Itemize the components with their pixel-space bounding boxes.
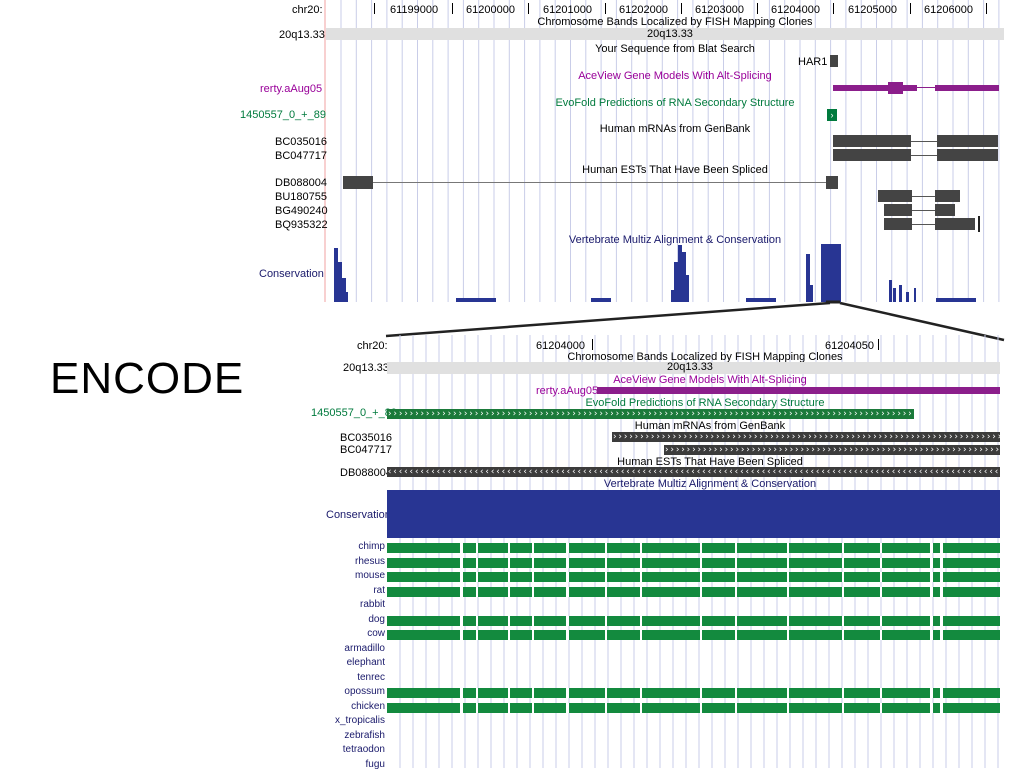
- species-alignment-bar: [387, 686, 1000, 698]
- species-label-fugu: fugu: [365, 758, 385, 770]
- top-mrna-label-1: BC035016: [275, 136, 327, 148]
- top-position-5: 61203000: [695, 4, 744, 16]
- top-band-bar: [326, 28, 1004, 40]
- species-label-x-tropicalis: x_tropicalis: [334, 715, 385, 726]
- species-alignment-bar: [387, 628, 1000, 640]
- species-label-zebrafish: zebrafish: [344, 729, 385, 741]
- bottom-browser-panel: chr20: 61204000 61204050 Chromosome Band…: [0, 335, 1024, 770]
- top-evofold-block[interactable]: ›: [827, 109, 837, 121]
- bottom-evofold-label: 1450557_0_+_89: [311, 407, 397, 419]
- top-bands-title: Chromosome Bands Localized by FISH Mappi…: [537, 16, 813, 28]
- top-position-tick: [910, 3, 911, 14]
- species-label-tetraodon: tetraodon: [342, 744, 385, 755]
- top-position-tick: [605, 3, 606, 14]
- species-label-rabbit: rabbit: [359, 599, 385, 610]
- bottom-mrna-feature-2[interactable]: ››››››››››››››››››››››››››››››››››››››››…: [664, 445, 1000, 455]
- species-label-tenrec: tenrec: [357, 671, 385, 683]
- top-mrna-title: Human mRNAs from GenBank: [599, 123, 751, 135]
- top-aceview-label: rerty.aAug05: [260, 83, 323, 95]
- species-label-opossum: opossum: [344, 686, 385, 697]
- top-mrna-features[interactable]: [833, 135, 998, 165]
- top-position-tick: [452, 3, 453, 14]
- bottom-mrna-label-2: BC047717: [340, 444, 392, 456]
- top-evofold-title: EvoFold Predictions of RNA Secondary Str…: [555, 97, 795, 109]
- bottom-conservation-plot: [387, 490, 1000, 538]
- top-position-4: 61202000: [619, 4, 668, 16]
- bottom-conservation-label: Conservation: [326, 509, 391, 521]
- top-position-1: 61199000: [390, 4, 439, 16]
- bottom-mrna-title: Human mRNAs from GenBank: [634, 420, 786, 432]
- bottom-position-1: 61204000: [536, 340, 585, 352]
- top-mrna-label-2: BC047717: [275, 150, 327, 162]
- top-est-label-4: BQ935322: [275, 219, 328, 231]
- top-conservation-plot: [334, 244, 976, 302]
- top-position-8: 61206000: [924, 4, 973, 16]
- bottom-mrna-label-1: BC035016: [340, 432, 392, 444]
- bottom-aceview-gene[interactable]: [597, 387, 1000, 394]
- species-label-elephant: elephant: [346, 657, 385, 668]
- bottom-mrna-feature-1[interactable]: ››››››››››››››››››››››››››››››››››››››››…: [612, 432, 1000, 442]
- top-est-features[interactable]: [343, 176, 1003, 236]
- top-est-title: Human ESTs That Have Been Spliced: [582, 164, 768, 176]
- top-position-tick: [528, 3, 529, 14]
- bottom-band-center: 20q13.33: [667, 361, 713, 373]
- species-alignment-bar: [387, 570, 1000, 582]
- top-evofold-label: 1450557_0_+_89: [240, 109, 326, 121]
- bottom-aceview-title: AceView Gene Models With Alt-Splicing: [613, 374, 807, 386]
- bottom-band-label: 20q13.33: [343, 362, 389, 374]
- bottom-bands-title: Chromosome Bands Localized by FISH Mappi…: [567, 351, 843, 363]
- bottom-multiz-title: Vertebrate Multiz Alignment & Conservati…: [603, 478, 817, 490]
- bottom-band-bar: [387, 362, 1000, 374]
- bottom-est-feature[interactable]: ‹‹‹‹‹‹‹‹‹‹‹‹‹‹‹‹‹‹‹‹‹‹‹‹‹‹‹‹‹‹‹‹‹‹‹‹‹‹‹‹…: [387, 467, 1000, 477]
- top-blat-title: Your Sequence from Blat Search: [595, 43, 755, 55]
- top-gridlines: [324, 0, 1000, 302]
- species-label-rhesus: rhesus: [354, 555, 385, 567]
- top-position-tick: [681, 3, 682, 14]
- har1-block[interactable]: [830, 55, 838, 67]
- top-chrom-label: chr20:: [292, 4, 323, 16]
- top-position-tick: [833, 3, 834, 14]
- species-label-mouse: mouse: [354, 570, 385, 581]
- species-alignment-bar: [387, 614, 1000, 626]
- top-browser-panel: chr20: 61199000 61200000 61201000 61202000 6…: [0, 0, 1024, 305]
- top-multiz-title: Vertebrate Multiz Alignment & Conservati…: [568, 234, 782, 246]
- species-label-cow: cow: [367, 628, 385, 639]
- top-band-center: 20q13.33: [647, 28, 693, 40]
- species-alignment-bar: [387, 541, 1000, 553]
- species-label-armadillo: armadillo: [344, 642, 385, 654]
- zoom-connector: [385, 300, 1005, 342]
- top-est-label-3: BG490240: [275, 205, 328, 217]
- top-band-label: 20q13.33: [279, 29, 325, 41]
- bottom-evofold-feature[interactable]: ››››››››››››››››››››››››››››››››››››››››…: [387, 409, 914, 419]
- species-alignment-bar: [387, 585, 1000, 597]
- top-position-7: 61205000: [848, 4, 897, 16]
- bottom-aceview-label: rerty.aAug05: [536, 385, 599, 397]
- top-est-label-1: DB088004: [275, 177, 327, 189]
- bottom-chrom-label: chr20:: [357, 340, 388, 352]
- top-aceview-gene[interactable]: [833, 82, 999, 94]
- species-label-dog: dog: [368, 613, 385, 625]
- bottom-evofold-title: EvoFold Predictions of RNA Secondary Str…: [585, 397, 825, 409]
- top-position-tick: [986, 3, 987, 14]
- top-est-label-2: BU180755: [275, 191, 327, 203]
- top-position-3: 61201000: [543, 4, 592, 16]
- top-position-6: 61204000: [771, 4, 820, 16]
- species-alignment-bar: [387, 701, 1000, 713]
- bottom-est-title: Human ESTs That Have Been Spliced: [617, 456, 803, 468]
- har1-label: HAR1: [798, 56, 828, 68]
- top-aceview-title: AceView Gene Models With Alt-Splicing: [578, 70, 772, 82]
- encode-label: ENCODE: [50, 354, 245, 403]
- bottom-est-label: DB088004: [340, 467, 392, 479]
- species-label-rat: rat: [373, 584, 385, 596]
- species-label-chimp: chimp: [358, 541, 385, 552]
- species-label-chicken: chicken: [351, 700, 385, 712]
- top-position-2: 61200000: [466, 4, 515, 16]
- top-conservation-label: Conservation: [259, 268, 324, 280]
- bottom-position-2: 61204050: [825, 340, 874, 352]
- top-position-tick: [374, 3, 375, 14]
- species-alignment-bar: [387, 556, 1000, 568]
- top-position-tick: [757, 3, 758, 14]
